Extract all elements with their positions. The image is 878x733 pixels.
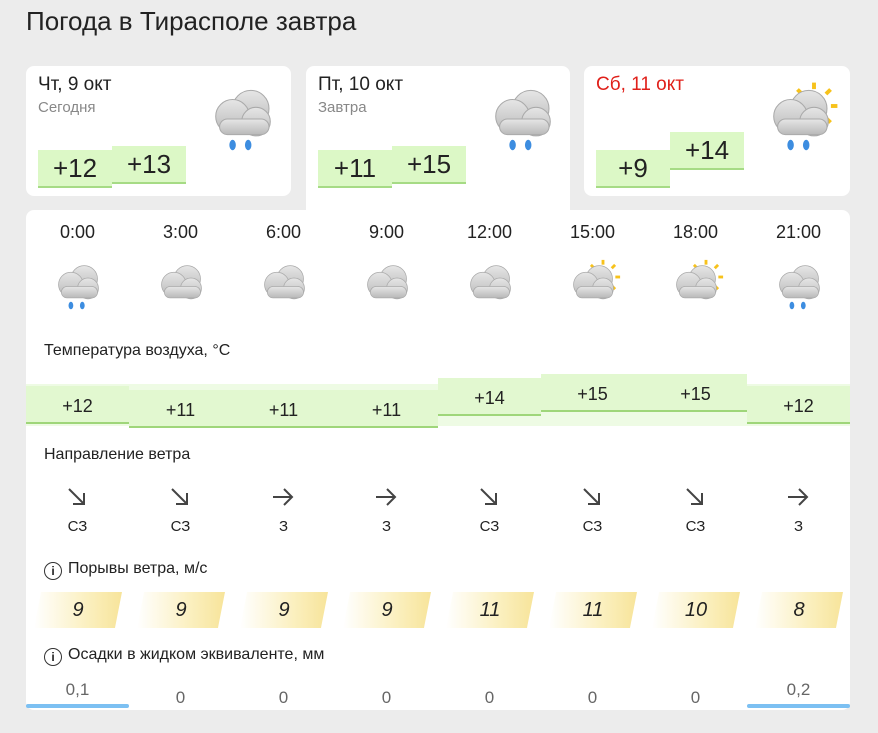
hour-time: 9:00 (368, 222, 405, 242)
precipitation: 0 (690, 688, 701, 707)
hour-time: 18:00 (672, 222, 719, 242)
wind-gust: 9 (137, 592, 225, 628)
precipitation: 0,1 (65, 680, 90, 699)
wind-gust: 10 (652, 592, 740, 628)
wind-arrow (785, 484, 811, 515)
precipitation: 0 (175, 688, 186, 707)
precipitation: 0 (381, 688, 392, 707)
day-min: +12 (38, 150, 112, 188)
hour-time: 0:00 (59, 222, 96, 242)
day-date: Пт, 10 окт (318, 74, 404, 95)
wind-arrow (64, 484, 90, 515)
hour-icon (668, 258, 725, 320)
precipitation: 0 (587, 688, 598, 707)
weather-icon (773, 82, 838, 151)
precip-line (26, 704, 129, 708)
wind-gust: 8 (755, 592, 843, 628)
hour-time: 12:00 (466, 222, 513, 242)
temperature: +11 (129, 390, 232, 428)
weather-icon (573, 259, 621, 300)
wind-direction: СЗ (685, 518, 706, 535)
hour-time: 3:00 (162, 222, 199, 242)
day-card: Пт, 10 окт Завтра +11 +15 (306, 66, 570, 216)
weather-icon (495, 89, 551, 151)
hour-time: 15:00 (569, 222, 616, 242)
weather-icon (470, 265, 511, 300)
weather-icon (264, 265, 305, 300)
wind-gust: 9 (34, 592, 122, 628)
wind-arrow (579, 484, 605, 515)
wind-title: Направление ветра (44, 446, 191, 463)
wind-gust: 11 (446, 592, 534, 628)
temperature: +12 (26, 386, 129, 424)
precip-title: i Осадки в жидком эквиваленте, мм (44, 646, 324, 666)
hour-icon (462, 258, 519, 320)
precipitation: 0 (278, 688, 289, 707)
wind-gust: 9 (240, 592, 328, 628)
wind-arrow (270, 484, 296, 515)
temperature: +15 (541, 374, 644, 412)
wind-direction: З (278, 518, 289, 535)
hourly-panel: Температура воздуха, °C Направление ветр… (26, 210, 850, 710)
day-icon (762, 80, 840, 163)
day-date: Сб, 11 окт (596, 74, 684, 95)
temperature: +15 (644, 374, 747, 412)
hour-icon (153, 258, 210, 320)
hour-icon (771, 258, 828, 320)
wind-arrow (682, 484, 708, 515)
temperature: +12 (747, 386, 850, 424)
weather-icon (367, 265, 408, 300)
weather-icon (58, 265, 99, 310)
weather-icon (161, 265, 202, 300)
wind-direction: СЗ (67, 518, 88, 535)
temperature: +11 (232, 390, 335, 428)
day-min: +11 (318, 150, 392, 188)
page-title: Погода в Тирасполе завтра (26, 6, 357, 36)
day-max: +13 (112, 146, 186, 184)
wind-direction: З (381, 518, 392, 535)
wind-direction: СЗ (479, 518, 500, 535)
weather-icon (779, 265, 820, 310)
precipitation: 0 (484, 688, 495, 707)
day-min: +9 (596, 150, 670, 188)
wind-gust: 11 (549, 592, 637, 628)
day-date: Чт, 9 окт (38, 74, 112, 95)
day-icon (204, 80, 282, 163)
weather-icon (676, 259, 724, 300)
wind-gust: 9 (343, 592, 431, 628)
day-card: Чт, 9 окт Сегодня +12 +13 (26, 66, 291, 196)
gusts-label: Порывы ветра, м/с (68, 560, 208, 577)
day-max: +15 (392, 146, 466, 184)
precipitation: 0,2 (786, 680, 811, 699)
info-icon[interactable]: i (44, 648, 62, 666)
wind-arrow (167, 484, 193, 515)
temperature: +14 (438, 378, 541, 416)
hour-icon (256, 258, 313, 320)
day-card: Сб, 11 окт +9 +14 (584, 66, 850, 196)
hour-time: 21:00 (775, 222, 822, 242)
gusts-title: i Порывы ветра, м/с (44, 560, 207, 580)
wind-arrow (373, 484, 399, 515)
day-label: Сегодня (38, 99, 96, 116)
precip-line (747, 704, 850, 708)
wind-direction: СЗ (582, 518, 603, 535)
hour-time: 6:00 (265, 222, 302, 242)
day-label: Завтра (318, 99, 367, 116)
weather-icon (215, 89, 271, 151)
precip-label: Осадки в жидком эквиваленте, мм (68, 646, 325, 663)
temperature: +11 (335, 390, 438, 428)
info-icon[interactable]: i (44, 562, 62, 580)
wind-direction: СЗ (170, 518, 191, 535)
day-icon (484, 80, 562, 163)
hour-icon (50, 258, 107, 320)
wind-direction: З (793, 518, 804, 535)
hour-icon (359, 258, 416, 320)
hour-icon (565, 258, 622, 320)
wind-arrow (476, 484, 502, 515)
day-max: +14 (670, 132, 744, 170)
temperature-title: Температура воздуха, °C (44, 342, 231, 359)
